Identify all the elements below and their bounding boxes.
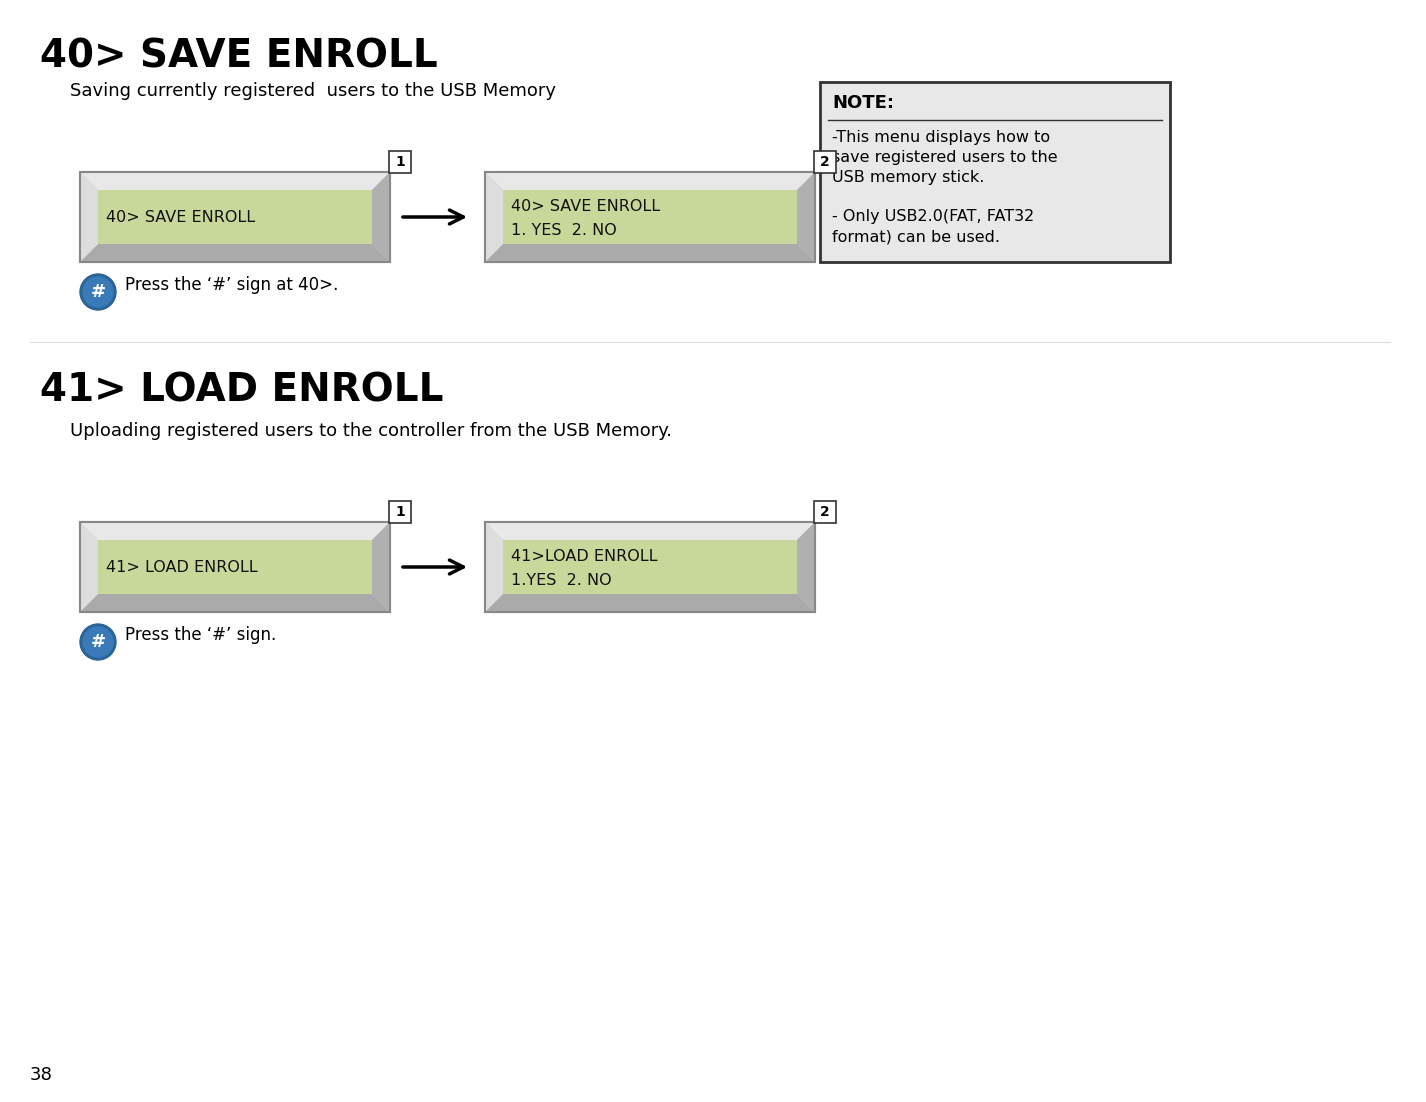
Polygon shape: [80, 172, 389, 262]
FancyBboxPatch shape: [820, 82, 1169, 262]
Polygon shape: [485, 522, 816, 540]
Polygon shape: [80, 522, 389, 612]
FancyBboxPatch shape: [389, 501, 411, 523]
Polygon shape: [80, 172, 389, 190]
Polygon shape: [485, 522, 503, 612]
Text: Saving currently registered  users to the USB Memory: Saving currently registered users to the…: [70, 82, 556, 100]
Text: #: #: [90, 283, 106, 301]
Text: 38: 38: [30, 1066, 53, 1084]
Text: 41>LOAD ENROLL: 41>LOAD ENROLL: [511, 549, 657, 564]
Text: #: #: [90, 633, 106, 651]
FancyBboxPatch shape: [503, 190, 797, 244]
Text: 1. YES  2. NO: 1. YES 2. NO: [511, 223, 617, 238]
Text: NOTE:: NOTE:: [831, 94, 894, 112]
FancyBboxPatch shape: [814, 151, 836, 173]
Polygon shape: [485, 172, 503, 262]
Polygon shape: [80, 594, 389, 612]
Polygon shape: [485, 172, 816, 262]
Polygon shape: [485, 244, 816, 262]
Polygon shape: [80, 522, 389, 540]
Polygon shape: [372, 522, 389, 612]
Text: 40> SAVE ENROLL: 40> SAVE ENROLL: [106, 209, 255, 225]
Polygon shape: [485, 594, 816, 612]
FancyBboxPatch shape: [389, 151, 411, 173]
Text: 40> SAVE ENROLL: 40> SAVE ENROLL: [40, 37, 438, 75]
Circle shape: [83, 277, 113, 307]
Polygon shape: [485, 172, 816, 190]
Text: 41> LOAD ENROLL: 41> LOAD ENROLL: [40, 372, 443, 410]
Circle shape: [83, 627, 113, 657]
Text: -This menu displays how to
save registered users to the
USB memory stick.

- Onl: -This menu displays how to save register…: [831, 130, 1058, 244]
Polygon shape: [80, 172, 98, 262]
Polygon shape: [372, 172, 389, 262]
FancyBboxPatch shape: [98, 190, 372, 244]
Circle shape: [80, 274, 116, 310]
Polygon shape: [80, 522, 98, 612]
Polygon shape: [797, 522, 816, 612]
Text: 2: 2: [820, 155, 830, 169]
Text: 1.YES  2. NO: 1.YES 2. NO: [511, 573, 612, 588]
FancyBboxPatch shape: [98, 540, 372, 594]
FancyBboxPatch shape: [814, 501, 836, 523]
Text: Uploading registered users to the controller from the USB Memory.: Uploading registered users to the contro…: [70, 422, 672, 440]
Circle shape: [80, 624, 116, 660]
Text: 41> LOAD ENROLL: 41> LOAD ENROLL: [106, 560, 258, 574]
Polygon shape: [80, 244, 389, 262]
Polygon shape: [797, 172, 816, 262]
Polygon shape: [485, 522, 816, 612]
Text: 1: 1: [395, 155, 405, 169]
Text: Press the ‘#’ sign.: Press the ‘#’ sign.: [125, 626, 277, 644]
Text: 40> SAVE ENROLL: 40> SAVE ENROLL: [511, 198, 660, 214]
Text: 2: 2: [820, 505, 830, 519]
Text: 1: 1: [395, 505, 405, 519]
Text: Press the ‘#’ sign at 40>.: Press the ‘#’ sign at 40>.: [125, 276, 338, 294]
FancyBboxPatch shape: [503, 540, 797, 594]
